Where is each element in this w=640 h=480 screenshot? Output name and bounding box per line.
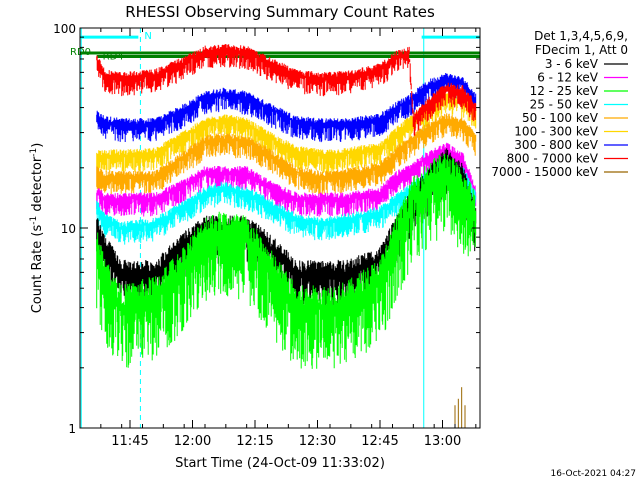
legend-label-8: 800 - 7000 keV <box>507 152 599 166</box>
x-tick-label-5: 12:45 <box>361 434 398 449</box>
series-5 <box>96 113 477 195</box>
legend-label-2: 6 - 12 keV <box>537 71 599 85</box>
legend-label-1: 3 - 6 keV <box>545 57 599 71</box>
annotation-label-rd4: RD4 <box>103 52 124 63</box>
x-axis-label: Start Time (24-Oct-09 11:33:02) <box>175 456 385 471</box>
annotation-label-n: N <box>144 31 151 42</box>
series-layer <box>96 44 477 428</box>
legend-label-5: 50 - 100 keV <box>522 111 599 125</box>
y-tick-label-3: 100 <box>53 22 76 36</box>
series-9 <box>454 387 466 428</box>
x-tick-label-6: 13:00 <box>424 434 461 449</box>
legend-header-line-1: Det 1,3,4,5,6,9, <box>534 29 628 43</box>
series-8-trace <box>96 44 477 136</box>
x-tick-label-3: 12:15 <box>236 434 273 449</box>
legend-header-line-2: FDecim 1, Att 0 <box>535 43 628 57</box>
x-tick-label-1: 11:45 <box>111 434 148 449</box>
series-5-trace <box>96 113 477 195</box>
series-3 <box>96 153 477 369</box>
series-3-trace <box>96 153 477 369</box>
y-tick-label-1: 1 <box>68 422 76 436</box>
chart-title: RHESSI Observing Summary Count Rates <box>125 3 435 21</box>
axes: 1 10 100 11:45 12:00 12:15 12:30 12:45 13:00 <box>53 22 481 449</box>
x-tick-label-2: 12:00 <box>174 434 211 449</box>
series-7-trace <box>96 73 477 143</box>
series-7 <box>96 73 477 143</box>
y-tick-label-2: 10 <box>61 222 76 236</box>
x-tick-label-4: 12:30 <box>299 434 336 449</box>
annotation-lines: RD0 RD4 N <box>70 31 480 63</box>
legend-label-4: 25 - 50 keV <box>530 98 599 112</box>
footer-timestamp: 16-Oct-2021 04:27 <box>551 469 636 479</box>
y-axis-label: Count Rate (s-1 detector-1) <box>29 143 45 314</box>
legend-label-7: 300 - 800 keV <box>514 138 598 152</box>
annotation-label-rd0: RD0 <box>70 47 91 58</box>
legend-label-3: 12 - 25 keV <box>530 84 599 98</box>
legend-label-6: 100 - 300 keV <box>514 125 598 139</box>
series-8 <box>96 44 477 136</box>
legend-label-9: 7000 - 15000 keV <box>491 165 598 179</box>
